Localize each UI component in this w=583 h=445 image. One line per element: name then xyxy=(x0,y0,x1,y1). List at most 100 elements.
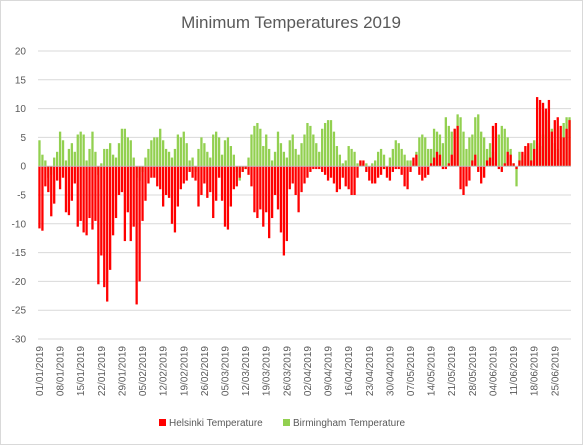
helsinki-bar xyxy=(123,166,127,242)
helsinki-bar xyxy=(482,166,486,178)
x-tick-label: 26/03/2019 xyxy=(282,346,293,396)
birmingham-bar xyxy=(120,128,124,167)
helsinki-bar xyxy=(194,166,197,181)
birmingham-bar xyxy=(153,137,156,167)
helsinki-bar xyxy=(415,154,418,167)
helsinki-bar xyxy=(406,166,409,190)
birmingham-bar xyxy=(450,131,453,167)
helsinki-bar xyxy=(524,146,527,167)
x-tick-label: 12/03/2019 xyxy=(241,346,252,396)
helsinki-bar xyxy=(553,120,556,167)
birmingham-bar xyxy=(44,160,47,167)
helsinki-bar xyxy=(394,166,397,170)
birmingham-bar xyxy=(265,134,268,167)
helsinki-bar xyxy=(379,166,383,175)
x-tick-label: 25/06/2019 xyxy=(550,346,561,396)
birmingham-bar xyxy=(106,148,109,167)
helsinki-bar xyxy=(371,166,374,184)
y-tick-label: -5 xyxy=(17,191,26,202)
birmingham-bar xyxy=(209,157,212,167)
helsinki-bar xyxy=(341,166,344,178)
helsinki-bar xyxy=(318,166,321,170)
birmingham-bar xyxy=(226,137,230,167)
helsinki-bar xyxy=(465,166,468,187)
birmingham-bar xyxy=(200,137,203,167)
helsinki-bar xyxy=(250,166,253,187)
helsinki-bar xyxy=(117,166,121,195)
helsinki-bar xyxy=(67,166,71,216)
birmingham-bar xyxy=(259,128,262,167)
x-tick-label: 19/03/2019 xyxy=(262,346,273,396)
helsinki-bar xyxy=(164,166,168,195)
birmingham-bar xyxy=(424,137,427,167)
legend-swatch-birmingham xyxy=(283,419,290,426)
birmingham-bar xyxy=(64,160,68,167)
helsinki-bar xyxy=(108,166,112,270)
birmingham-bar xyxy=(471,134,474,167)
helsinki-bar xyxy=(150,166,153,178)
helsinki-bar xyxy=(217,166,221,178)
birmingham-bar xyxy=(474,117,477,167)
helsinki-bar xyxy=(191,166,194,178)
birmingham-bar xyxy=(220,154,224,167)
helsinki-bar xyxy=(288,166,291,190)
helsinki-bar xyxy=(141,166,144,221)
birmingham-bar xyxy=(400,148,403,167)
helsinki-bar xyxy=(312,166,315,170)
birmingham-bar xyxy=(191,157,194,167)
birmingham-bar xyxy=(338,154,341,167)
helsinki-bar xyxy=(509,154,512,167)
birmingham-bar xyxy=(147,148,150,167)
helsinki-bar xyxy=(500,166,503,172)
birmingham-bar xyxy=(300,143,303,167)
x-tick-label: 01/01/2019 xyxy=(35,346,46,396)
legend-swatch-helsinki xyxy=(159,419,166,426)
helsinki-bar xyxy=(135,166,138,305)
legend-label-birmingham: Birmingham Temperature xyxy=(293,418,406,429)
birmingham-bar xyxy=(515,166,518,187)
helsinki-bar xyxy=(241,166,244,172)
helsinki-bar xyxy=(480,166,483,184)
helsinki-bar xyxy=(176,166,180,207)
helsinki-bar xyxy=(533,148,536,167)
y-tick-label: 15 xyxy=(15,75,27,86)
birmingham-bar xyxy=(376,151,380,167)
birmingham-bar xyxy=(441,143,445,167)
birmingham-bar xyxy=(291,134,294,167)
birmingham-bar xyxy=(421,134,424,167)
helsinki-bar xyxy=(315,166,318,170)
helsinki-bar xyxy=(79,166,82,221)
helsinki-bar xyxy=(129,166,132,242)
birmingham-bar xyxy=(182,131,185,167)
x-tick-label: 07/05/2019 xyxy=(406,346,417,396)
birmingham-bar xyxy=(388,157,392,167)
helsinki-bar xyxy=(285,166,288,242)
helsinki-bar xyxy=(53,166,56,204)
helsinki-bar xyxy=(303,166,306,184)
birmingham-bar xyxy=(371,163,374,167)
birmingham-bar xyxy=(335,146,339,167)
birmingham-bar xyxy=(253,125,256,167)
birmingham-bar xyxy=(480,131,483,167)
helsinki-bar xyxy=(50,166,53,217)
helsinki-bar xyxy=(541,102,545,167)
helsinki-bar xyxy=(188,166,191,172)
birmingham-bar xyxy=(318,151,321,167)
birmingham-bar xyxy=(79,131,82,167)
birmingham-bar xyxy=(288,140,291,167)
helsinki-bar xyxy=(182,166,185,184)
birmingham-bar xyxy=(73,151,76,167)
birmingham-bar xyxy=(123,128,127,167)
helsinki-bar xyxy=(368,166,371,181)
y-tick-label: 0 xyxy=(20,162,26,173)
birmingham-bar xyxy=(309,125,312,167)
birmingham-bar xyxy=(344,160,347,167)
helsinki-bar xyxy=(453,128,456,167)
helsinki-bar xyxy=(326,166,330,181)
birmingham-bar xyxy=(229,146,233,167)
helsinki-bar xyxy=(323,166,327,175)
birmingham-bar xyxy=(270,160,274,167)
helsinki-bar xyxy=(515,166,518,170)
helsinki-bar xyxy=(547,99,551,167)
birmingham-bar xyxy=(38,140,41,167)
